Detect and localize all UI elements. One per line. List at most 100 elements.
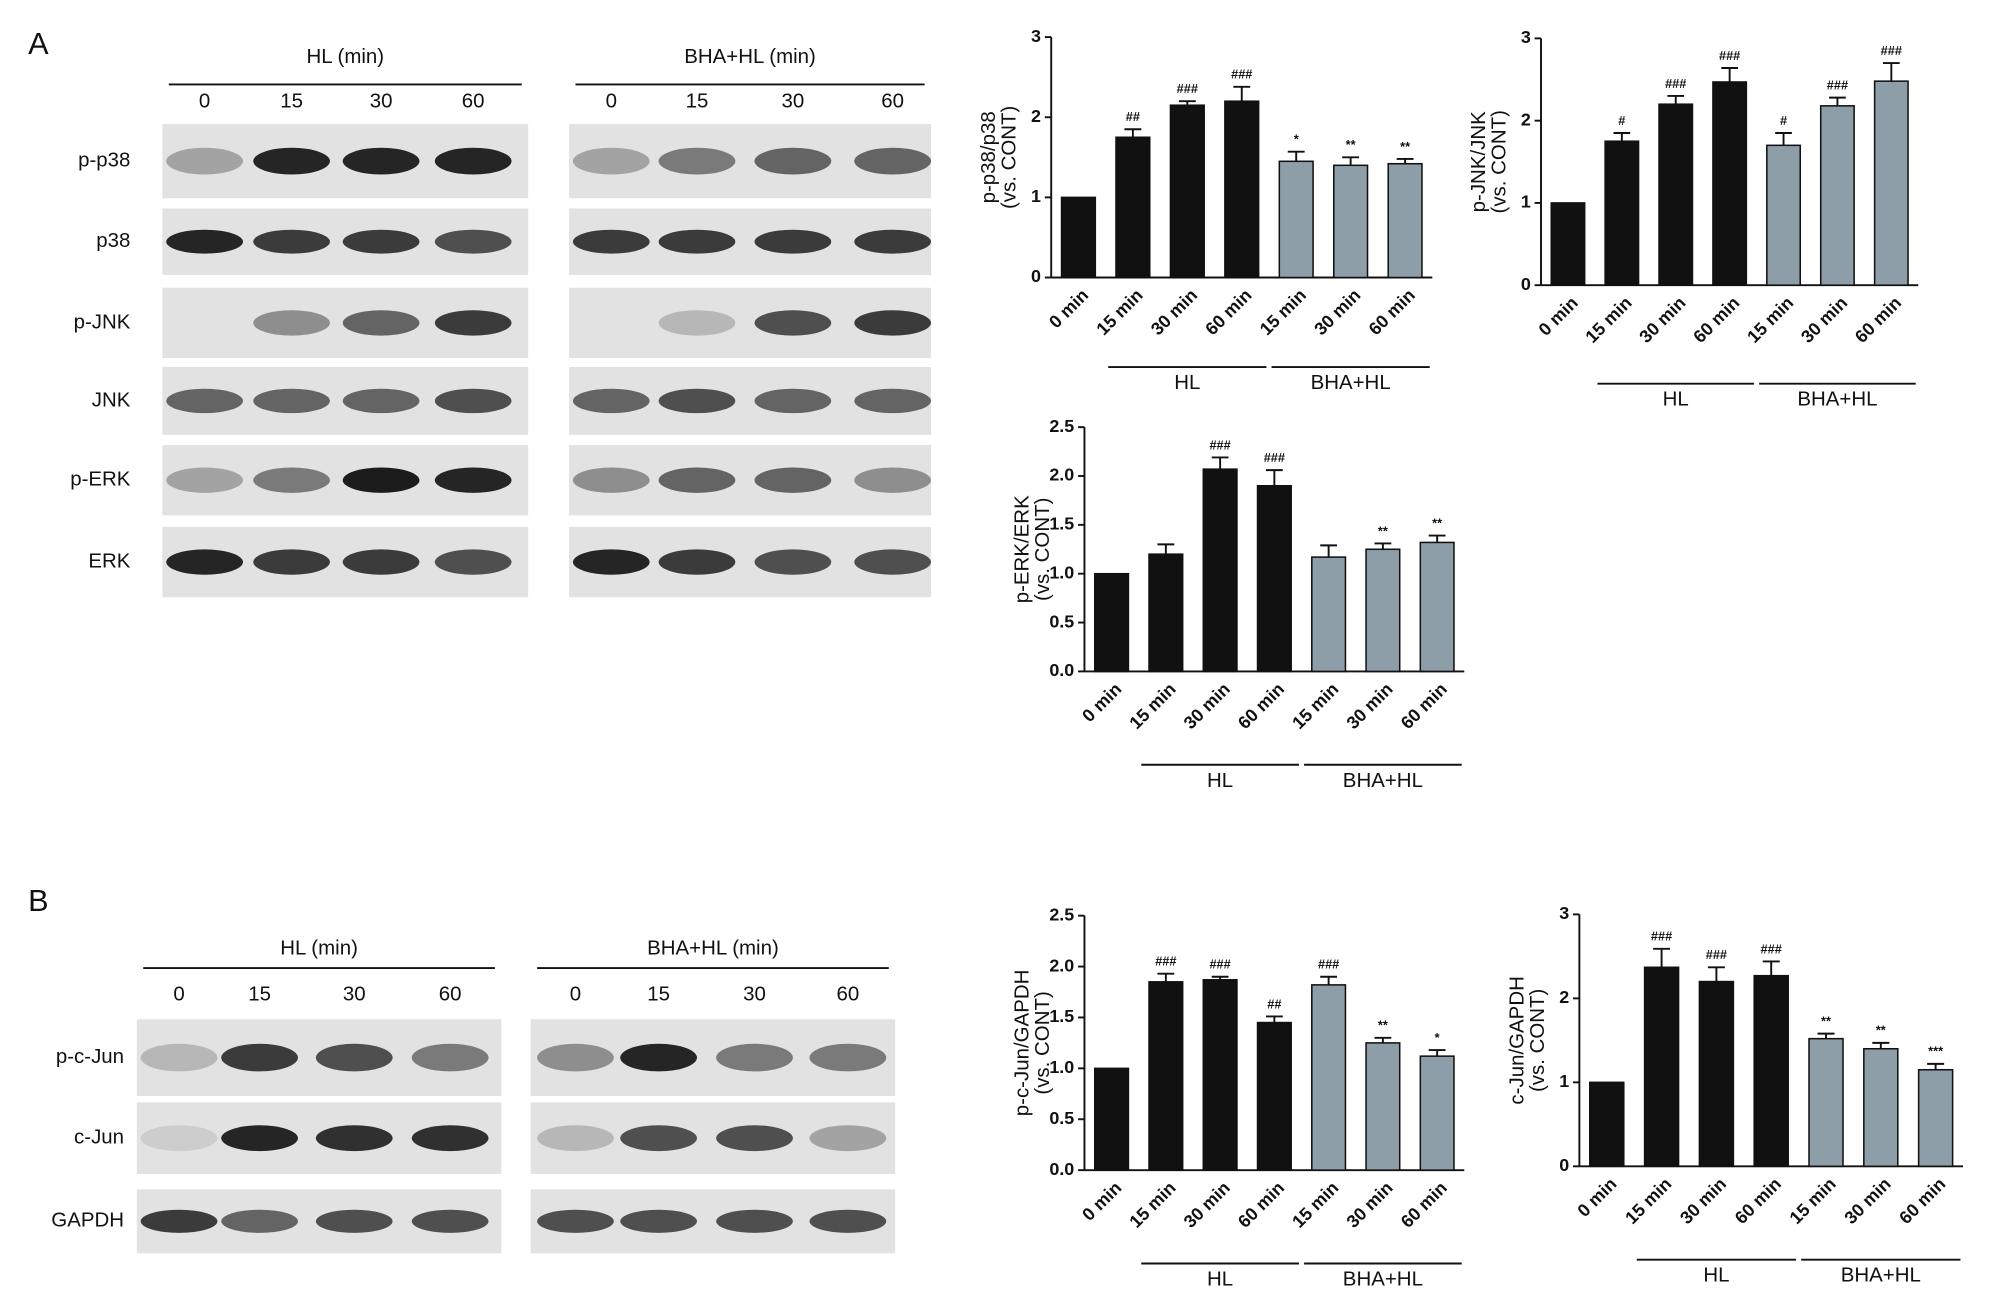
bar bbox=[1698, 980, 1735, 1168]
bar bbox=[1863, 1047, 1899, 1168]
bar bbox=[1589, 1081, 1625, 1168]
blot-header: BHA+HL (min) bbox=[647, 936, 779, 959]
blot-row-label: p-p38 bbox=[78, 149, 130, 172]
bar bbox=[1873, 80, 1909, 286]
bar bbox=[1808, 1037, 1844, 1168]
blot-band bbox=[537, 1125, 614, 1152]
significance: ** bbox=[1432, 515, 1442, 530]
bar bbox=[1094, 1067, 1130, 1171]
y-tick-label: 2 bbox=[1521, 109, 1531, 129]
blot-band bbox=[253, 229, 330, 254]
blot-band bbox=[572, 549, 650, 575]
blot-band bbox=[620, 1125, 697, 1152]
x-tick-label: 30 min bbox=[1676, 1174, 1730, 1228]
x-tick-label: 30 min bbox=[1180, 1178, 1234, 1232]
x-tick-label: 30 min bbox=[1310, 285, 1364, 339]
blot-band bbox=[315, 1043, 393, 1072]
blot-band bbox=[140, 1209, 218, 1233]
blot-band bbox=[342, 229, 420, 254]
x-tick-label: 0 min bbox=[1078, 1178, 1125, 1225]
blot-band bbox=[166, 467, 243, 493]
y-tick-label: 0.0 bbox=[1049, 660, 1074, 680]
y-tick-label: 0 bbox=[1559, 1155, 1569, 1175]
y-tick-label: 0 bbox=[1521, 274, 1531, 294]
blot-band bbox=[572, 388, 650, 414]
x-tick-label: 60 min bbox=[1731, 1174, 1785, 1228]
bar bbox=[1419, 1055, 1455, 1171]
bar bbox=[1169, 104, 1205, 279]
bar bbox=[1278, 160, 1314, 279]
group-label: BHA+HL bbox=[1311, 371, 1391, 394]
x-tick-label: 30 min bbox=[1840, 1174, 1894, 1228]
panel-label: B bbox=[28, 883, 48, 918]
y-tick-label: 0 bbox=[1031, 266, 1041, 286]
blot-header: HL (min) bbox=[280, 936, 358, 959]
significance: # bbox=[1618, 113, 1625, 128]
bar bbox=[1148, 981, 1184, 1171]
blot-band bbox=[166, 549, 243, 575]
bar bbox=[1643, 966, 1680, 1168]
y-tick-label: 2.0 bbox=[1049, 465, 1074, 485]
significance: ** bbox=[1346, 137, 1356, 152]
bar bbox=[1256, 1021, 1292, 1171]
bar bbox=[1060, 196, 1097, 279]
group-label: HL bbox=[1207, 1268, 1233, 1291]
significance: ### bbox=[1761, 941, 1782, 956]
y-tick-label: 2.0 bbox=[1049, 955, 1074, 975]
blot-band bbox=[315, 1209, 393, 1233]
x-tick-label: 30 min bbox=[1180, 679, 1234, 733]
blot-band bbox=[716, 1209, 793, 1233]
blot-band bbox=[537, 1209, 614, 1233]
x-tick-label: 60 min bbox=[1397, 679, 1451, 733]
lane-label: 30 bbox=[370, 90, 393, 113]
blot-band bbox=[809, 1043, 887, 1072]
blot-band bbox=[620, 1209, 697, 1233]
lane-label: 0 bbox=[199, 90, 210, 113]
bar bbox=[1604, 140, 1640, 286]
blot-band bbox=[221, 1209, 298, 1233]
blot-band bbox=[342, 147, 420, 175]
bar bbox=[1550, 202, 1586, 286]
y-tick-label: 2 bbox=[1559, 987, 1569, 1007]
blot-band bbox=[809, 1209, 887, 1233]
x-tick-label: 15 min bbox=[1288, 1178, 1342, 1232]
blot-band bbox=[537, 1043, 614, 1072]
lane-label: 60 bbox=[881, 90, 904, 113]
blot-band bbox=[716, 1125, 793, 1152]
blot-band bbox=[140, 1125, 218, 1152]
blot-band bbox=[166, 147, 243, 175]
lane-label: 0 bbox=[173, 982, 184, 1005]
y-axis-label: (vs. CONT) bbox=[1031, 498, 1054, 601]
bar bbox=[1202, 468, 1238, 673]
significance: ** bbox=[1378, 1018, 1388, 1033]
blot-band bbox=[658, 388, 736, 414]
blot-band bbox=[854, 310, 931, 336]
blot-band bbox=[754, 467, 832, 493]
y-tick-label: 1 bbox=[1031, 186, 1041, 206]
blot-band bbox=[342, 388, 420, 414]
lane-label: 15 bbox=[686, 90, 709, 113]
blot-band bbox=[342, 310, 420, 336]
x-tick-label: 15 min bbox=[1125, 679, 1179, 733]
blot-band bbox=[221, 1043, 298, 1072]
group-label: BHA+HL bbox=[1841, 1264, 1921, 1287]
x-tick-label: 60 min bbox=[1397, 1178, 1451, 1232]
significance: ### bbox=[1881, 43, 1902, 58]
bar bbox=[1365, 1042, 1401, 1171]
blot-band bbox=[754, 310, 832, 336]
blot-strip bbox=[530, 1102, 896, 1174]
x-tick-label: 0 min bbox=[1078, 679, 1125, 726]
blot-row-label: ERK bbox=[88, 549, 130, 572]
significance: * bbox=[1294, 132, 1299, 147]
bar bbox=[1819, 105, 1855, 286]
y-axis-label: p-ERK/ERK bbox=[1010, 495, 1033, 603]
bar bbox=[1387, 162, 1423, 279]
blot-band bbox=[342, 549, 420, 575]
blot-band bbox=[140, 1043, 218, 1072]
blot-band bbox=[658, 229, 736, 254]
significance: ## bbox=[1267, 996, 1281, 1011]
blot-band bbox=[572, 229, 650, 254]
blot-band bbox=[854, 549, 931, 575]
significance: *** bbox=[1928, 1044, 1943, 1059]
blot-band bbox=[315, 1125, 393, 1152]
